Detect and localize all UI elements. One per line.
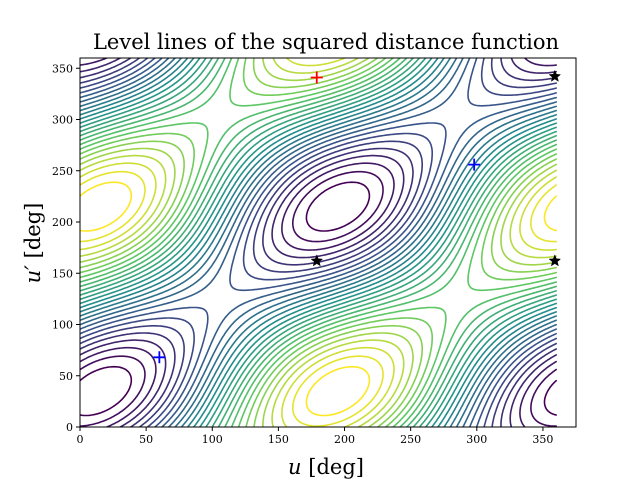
y-axis: 0 50 100 150 200 250 300 350 <box>52 62 80 434</box>
y-tick-label: 150 <box>52 267 73 280</box>
contour-level-line <box>80 58 557 427</box>
contour-level-line <box>80 58 557 427</box>
x-tick-label: 0 <box>77 433 84 446</box>
contour-level-line <box>80 170 557 427</box>
minimum-plus-marker <box>468 158 481 171</box>
y-tick-label: 50 <box>59 370 73 383</box>
x-tick-label: 200 <box>334 433 355 446</box>
contour-level-line <box>80 58 557 427</box>
contour-level-line <box>80 58 557 427</box>
plot-frame <box>79 57 577 428</box>
x-tick-label: 100 <box>202 433 223 446</box>
x-tick-label: 350 <box>532 433 553 446</box>
x-axis: 0 50 100 150 200 250 300 350 <box>77 427 553 446</box>
x-tick-label: 250 <box>400 433 421 446</box>
contour-level-line <box>80 181 557 417</box>
marker-layer <box>153 69 562 364</box>
contour-level-line <box>80 181 557 417</box>
contour-level-line <box>80 58 557 427</box>
y-tick-label: 0 <box>66 421 73 434</box>
y-tick-label: 350 <box>52 62 73 75</box>
contour-level-line <box>80 58 557 427</box>
contour-level-line <box>80 58 557 427</box>
y-tick-label: 250 <box>52 165 73 178</box>
contour-level-line <box>80 58 557 427</box>
contour-level-line <box>80 58 557 427</box>
plot-area <box>80 58 557 427</box>
y-tick-label: 200 <box>52 216 73 229</box>
contour-level-line <box>80 58 557 427</box>
chart-title: Level lines of the squared distance func… <box>93 30 559 54</box>
contour-level-line <box>80 58 557 427</box>
contour-level-line <box>80 58 557 427</box>
y-axis-label: u′ [deg] <box>21 203 45 284</box>
saddle-star-marker <box>548 254 562 267</box>
y-tick-label: 300 <box>52 114 73 127</box>
saddle-star-marker <box>548 69 562 82</box>
x-tick-label: 150 <box>268 433 289 446</box>
maximum-plus-marker <box>310 71 323 84</box>
x-axis-label: u [deg] <box>288 455 364 479</box>
contour-level-line <box>80 58 557 427</box>
y-tick-label: 100 <box>52 319 73 332</box>
contour-level-line <box>80 58 557 427</box>
saddle-star-marker <box>310 254 324 267</box>
x-tick-label: 50 <box>139 433 153 446</box>
contour-level-line <box>80 170 557 427</box>
contour-level-line <box>80 58 557 427</box>
contour-level-line <box>80 58 557 427</box>
x-tick-label: 300 <box>466 433 487 446</box>
minimum-plus-marker <box>153 351 166 364</box>
